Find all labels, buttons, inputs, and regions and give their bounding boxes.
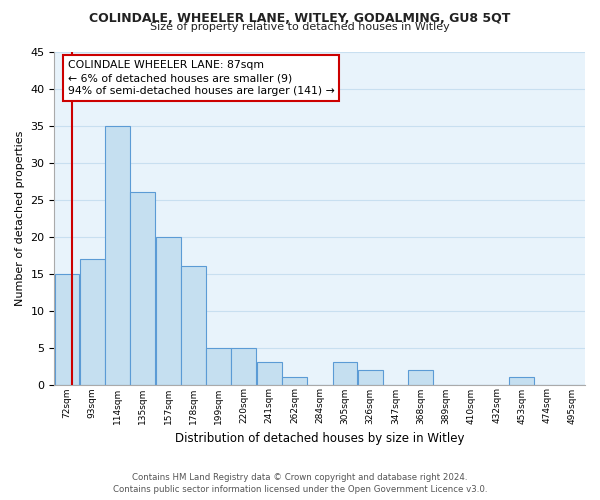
Bar <box>80 258 105 384</box>
Bar <box>130 192 155 384</box>
Bar <box>282 377 307 384</box>
Bar <box>232 348 256 385</box>
Text: Contains HM Land Registry data © Crown copyright and database right 2024.
Contai: Contains HM Land Registry data © Crown c… <box>113 472 487 494</box>
Text: COLINDALE WHEELER LANE: 87sqm
← 6% of detached houses are smaller (9)
94% of sem: COLINDALE WHEELER LANE: 87sqm ← 6% of de… <box>68 60 334 96</box>
Bar <box>155 236 181 384</box>
Bar <box>409 370 433 384</box>
Y-axis label: Number of detached properties: Number of detached properties <box>15 130 25 306</box>
Bar <box>509 377 534 384</box>
Text: COLINDALE, WHEELER LANE, WITLEY, GODALMING, GU8 5QT: COLINDALE, WHEELER LANE, WITLEY, GODALMI… <box>89 12 511 24</box>
Bar <box>358 370 383 384</box>
X-axis label: Distribution of detached houses by size in Witley: Distribution of detached houses by size … <box>175 432 464 445</box>
Bar <box>55 274 79 384</box>
Bar <box>332 362 358 384</box>
Bar <box>181 266 206 384</box>
Bar <box>105 126 130 384</box>
Bar <box>257 362 281 384</box>
Bar <box>206 348 231 385</box>
Text: Size of property relative to detached houses in Witley: Size of property relative to detached ho… <box>150 22 450 32</box>
